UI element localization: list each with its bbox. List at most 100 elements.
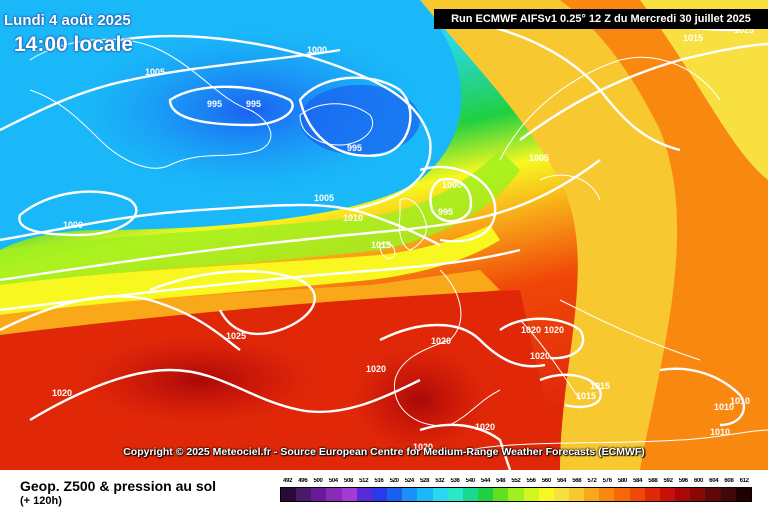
isobar-995-northsea [429, 177, 473, 223]
lead-time: (+ 120h) [20, 495, 62, 507]
color-scale-swatch [644, 488, 660, 501]
copyright-notice: Copyright © 2025 Meteociel.fr - Source E… [123, 446, 645, 458]
color-scale-label: 504 [328, 478, 338, 484]
isobar-1025-loop [149, 270, 316, 336]
forecast-date: Lundi 4 août 2025 [4, 12, 131, 29]
color-scale-swatches [280, 487, 752, 502]
color-scale-swatch [538, 488, 554, 501]
isobar-label: 1020 [475, 422, 495, 432]
color-scale-label: 548 [496, 478, 506, 484]
isobar-label: 1020 [530, 351, 550, 361]
isobar-label: 1020 [52, 388, 72, 398]
z500-low-iceland [300, 85, 420, 155]
z500-field-north-east [640, 0, 768, 180]
color-scale-label: 560 [541, 478, 551, 484]
color-scale-label: 512 [359, 478, 369, 484]
color-scale-label: 516 [374, 478, 384, 484]
color-scale-swatch [493, 488, 509, 501]
color-scale-swatch [523, 488, 539, 501]
color-scale-label: 520 [389, 478, 399, 484]
isobar-1005-west [0, 203, 441, 247]
color-scale-label: 580 [617, 478, 627, 484]
isobar-label: 1015 [371, 240, 391, 250]
isobar-label: 995 [207, 99, 222, 109]
color-scale-swatch [432, 488, 448, 501]
isobar-label: 1000 [63, 220, 83, 230]
model-run-banner: Run ECMWF AIFSv1 0.25° 12 Z du Mercredi … [434, 9, 768, 29]
color-scale-label: 492 [283, 478, 293, 484]
color-scale-swatch [326, 488, 342, 501]
color-scale-swatch [478, 488, 494, 501]
isobar-995-greenland [168, 85, 294, 127]
color-scale-swatch [553, 488, 569, 501]
color-scale-label: 552 [511, 478, 521, 484]
color-scale-swatch [281, 488, 297, 501]
isobar-1000-northsea [419, 165, 497, 243]
color-scale-swatch [371, 488, 388, 501]
isobar-labels: 1000 1005 995 995 995 1005 1000 995 1005… [52, 25, 754, 452]
color-scale-swatch [341, 488, 357, 501]
color-scale-swatch [387, 488, 403, 501]
isobar-label: 1000 [442, 180, 462, 190]
isobar-label: 1020 [431, 336, 451, 346]
z500-map: 1000 1005 995 995 995 1005 1000 995 1005… [0, 0, 768, 470]
isobar-label: 1015 [590, 381, 610, 391]
isobar-1020-france [379, 323, 546, 368]
z500-ridge-iberia [350, 345, 490, 455]
color-scale-label: 500 [313, 478, 323, 484]
isobar-label: 1010 [730, 396, 750, 406]
greenland-coast [29, 38, 272, 169]
italy-balkans-coast [519, 299, 701, 401]
isobar-1010-north-east [459, 18, 681, 152]
z500-field-warm-east-core [560, 0, 768, 470]
isobar-label: 1015 [576, 391, 596, 401]
isobar-label: 995 [347, 143, 362, 153]
color-scale-swatch [311, 488, 327, 501]
isobar-1000-west [18, 190, 138, 237]
isobar-label: 1005 [145, 67, 165, 77]
color-scale-label: 524 [404, 478, 414, 484]
isobar-1005-north [0, 48, 341, 132]
map-canvas: 1000 1005 995 995 995 1005 1000 995 1005… [0, 0, 768, 470]
isobar-1020-south [29, 368, 421, 422]
isobar-1020-africa [419, 423, 512, 470]
chart-title: Geop. Z500 & pression au sol [20, 478, 217, 494]
color-scale-swatch [705, 488, 721, 501]
color-scale-swatch [447, 488, 463, 501]
isobar-label: 1025 [226, 331, 246, 341]
color-scale-label: 572 [587, 478, 597, 484]
color-scale-swatch [462, 488, 479, 501]
color-scale-label: 532 [435, 478, 445, 484]
isobar-1005-scandinavia [519, 42, 768, 141]
isobar-1010 [0, 159, 601, 282]
forecast-time: 14:00 locale [14, 33, 134, 56]
color-scale-swatch [402, 488, 418, 501]
france-iberia-coast [394, 269, 501, 427]
color-scale-swatch [568, 488, 585, 501]
color-scale: 492 496 500 504 508 512 516 520 524 528 532 536 540 5… [280, 478, 752, 502]
z500-field-transition [0, 150, 520, 285]
isobar-1010-east [659, 367, 746, 427]
isobar-label: 1005 [529, 153, 549, 163]
color-scale-ticks: 492 496 500 504 508 512 516 520 524 528 532 536 540 5… [280, 478, 752, 484]
color-scale-label: 556 [526, 478, 536, 484]
color-scale-swatch [690, 488, 706, 501]
color-scale-label: 544 [480, 478, 491, 484]
color-scale-label: 508 [343, 478, 354, 484]
color-scale-label: 564 [556, 478, 567, 484]
isobar-label: 1005 [314, 193, 334, 203]
color-scale-swatch [296, 488, 312, 501]
color-scale-label: 528 [420, 478, 430, 484]
color-scale-label: 612 [739, 478, 749, 484]
color-scale-swatch [629, 488, 645, 501]
north-africa-coast [469, 429, 768, 451]
color-scale-label: 596 [678, 478, 688, 484]
color-scale-label: 584 [633, 478, 643, 484]
z500-ridge-atlantic [80, 335, 320, 425]
color-scale-swatch [417, 488, 433, 501]
isobar-label: 1015 [683, 33, 703, 43]
color-scale-label: 576 [602, 478, 612, 484]
isobar-label: 1010 [343, 213, 363, 223]
color-scale-label: 604 [709, 478, 719, 484]
